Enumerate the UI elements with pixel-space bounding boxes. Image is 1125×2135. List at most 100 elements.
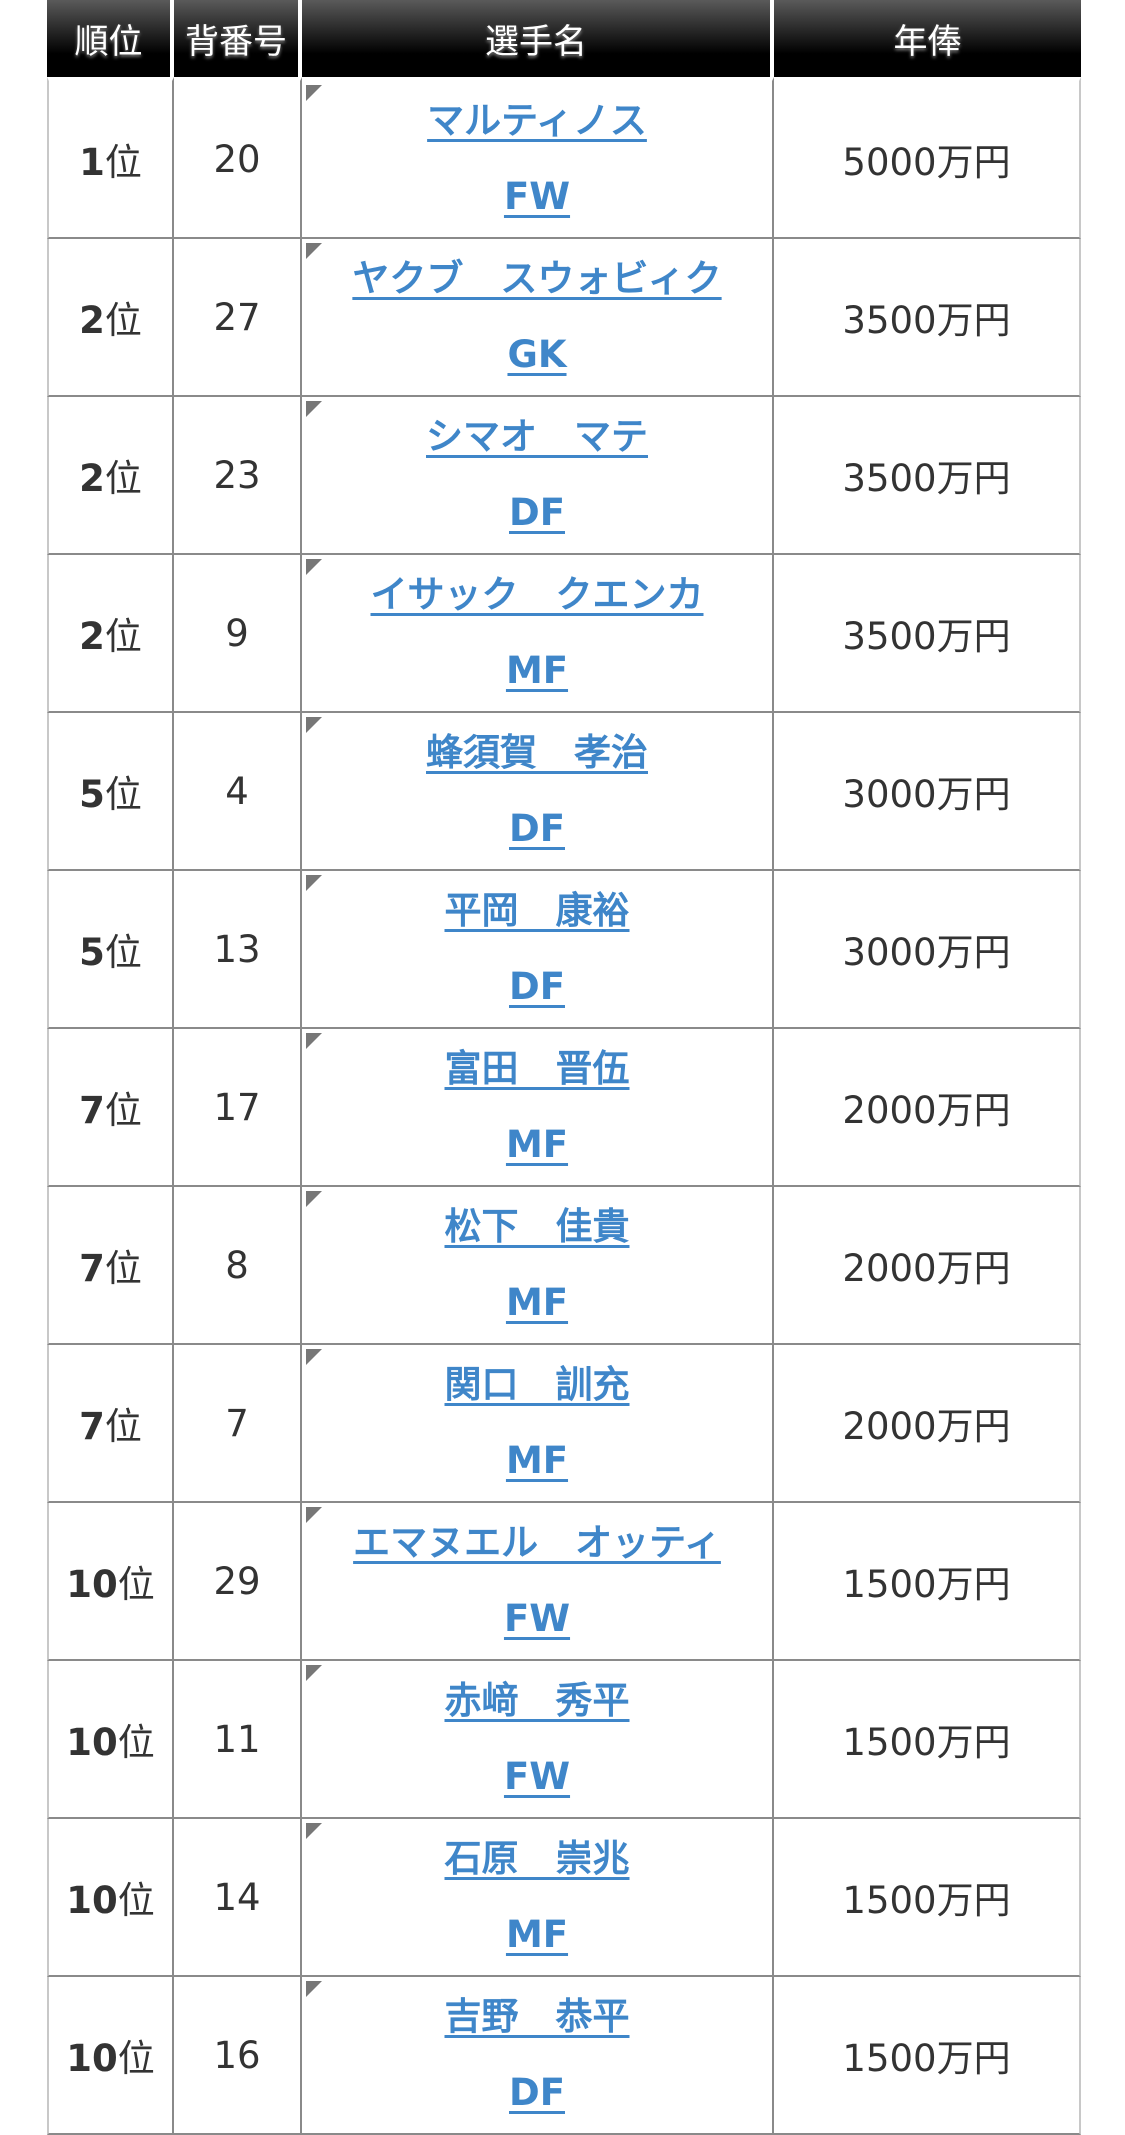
corner-triangle-icon [306,401,322,417]
player-position-link[interactable]: GK [507,333,567,376]
player-cell: エマヌエル オッティ FW [302,1503,774,1661]
number-cell: 13 [174,871,302,1029]
player-cell: 蜂須賀 孝治 DF [302,713,774,871]
player-name-link[interactable]: 蜂須賀 孝治 [426,731,648,774]
player-name-link[interactable]: 石原 崇兆 [444,1837,630,1880]
rank-suffix: 位 [104,1247,142,1290]
rank-suffix: 位 [117,2037,155,2080]
rank-number: 10 [66,1721,118,1764]
player-name-link[interactable]: 関口 訓充 [444,1363,630,1406]
player-position-link[interactable]: MF [505,1913,569,1956]
rank-number: 2 [79,299,105,342]
player-position-link[interactable]: FW [503,175,571,218]
player-cell: イサック クエンカ MF [302,555,774,713]
player-name-link[interactable]: 富田 晋伍 [444,1047,630,1090]
salary-cell: 5000万円 [774,77,1081,239]
rank-number: 2 [79,615,105,658]
player-position-link[interactable]: DF [509,2071,565,2114]
table-row: 5位 4 蜂須賀 孝治 DF 3000万円 [47,713,1081,871]
number-cell: 4 [174,713,302,871]
player-position-link[interactable]: FW [503,1755,571,1798]
player-name-link[interactable]: イサック クエンカ [370,573,704,616]
rank-number: 5 [79,773,105,816]
corner-triangle-icon [306,1507,322,1523]
corner-triangle-icon [306,1191,322,1207]
player-name-link[interactable]: 平岡 康裕 [444,889,630,932]
rank-number: 7 [79,1089,105,1132]
corner-triangle-icon [306,1033,322,1049]
rank-suffix: 位 [104,457,142,500]
rank-suffix: 位 [117,1563,155,1606]
number-cell: 8 [174,1187,302,1345]
rank-suffix: 位 [104,615,142,658]
header-player-name: 選手名 [302,0,774,77]
salary-cell: 2000万円 [774,1029,1081,1187]
corner-triangle-icon [306,559,322,575]
corner-triangle-icon [306,1349,322,1365]
table-row: 5位 13 平岡 康裕 DF 3000万円 [47,871,1081,1029]
player-position-link[interactable]: DF [509,965,565,1008]
rank-cell: 5位 [47,871,174,1029]
salary-cell: 1500万円 [774,1661,1081,1819]
player-position-link[interactable]: MF [505,1439,569,1482]
rank-cell: 2位 [47,397,174,555]
player-name-link[interactable]: 松下 佳貴 [444,1205,630,1248]
salary-cell: 3000万円 [774,871,1081,1029]
rank-suffix: 位 [117,1879,155,1922]
player-position-link[interactable]: MF [505,649,569,692]
rank-cell: 5位 [47,713,174,871]
rank-suffix: 位 [104,1405,142,1448]
player-name-link[interactable]: 赤﨑 秀平 [444,1679,630,1722]
rank-number: 10 [66,2037,118,2080]
player-name-link[interactable]: ヤクブ スウォビィク [352,257,722,300]
rank-suffix: 位 [104,773,142,816]
player-cell: 関口 訓充 MF [302,1345,774,1503]
number-cell: 20 [174,77,302,239]
salary-cell: 1500万円 [774,1977,1081,2135]
player-position-link[interactable]: DF [509,491,565,534]
corner-triangle-icon [306,1823,322,1839]
salary-cell: 2000万円 [774,1345,1081,1503]
player-position-link[interactable]: MF [505,1123,569,1166]
rank-number: 1 [79,141,105,184]
table-row: 10位 14 石原 崇兆 MF 1500万円 [47,1819,1081,1977]
player-cell: ヤクブ スウォビィク GK [302,239,774,397]
rank-number: 7 [79,1247,105,1290]
rank-cell: 2位 [47,239,174,397]
number-cell: 23 [174,397,302,555]
rank-number: 10 [66,1879,118,1922]
rank-suffix: 位 [104,931,142,974]
player-name-link[interactable]: 吉野 恭平 [444,1995,630,2038]
rank-cell: 10位 [47,1503,174,1661]
salary-cell: 1500万円 [774,1503,1081,1661]
player-position-link[interactable]: FW [503,1597,571,1640]
player-name-link[interactable]: エマヌエル オッティ [353,1521,721,1564]
rank-number: 2 [79,457,105,500]
player-position-link[interactable]: DF [509,807,565,850]
player-cell: 富田 晋伍 MF [302,1029,774,1187]
salary-cell: 3500万円 [774,239,1081,397]
table-row: 10位 29 エマヌエル オッティ FW 1500万円 [47,1503,1081,1661]
player-name-link[interactable]: シマオ マテ [426,415,648,458]
rank-cell: 10位 [47,1977,174,2135]
number-cell: 27 [174,239,302,397]
player-position-link[interactable]: MF [505,1281,569,1324]
number-cell: 9 [174,555,302,713]
corner-triangle-icon [306,85,322,101]
rank-cell: 7位 [47,1187,174,1345]
table-row: 10位 16 吉野 恭平 DF 1500万円 [47,1977,1081,2135]
corner-triangle-icon [306,717,322,733]
header-rank: 順位 [47,0,174,77]
table-header: 順位 背番号 選手名 年俸 [47,0,1081,77]
salary-cell: 2000万円 [774,1187,1081,1345]
table-row: 2位 27 ヤクブ スウォビィク GK 3500万円 [47,239,1081,397]
salary-cell: 3500万円 [774,555,1081,713]
rank-suffix: 位 [104,141,142,184]
rank-number: 10 [66,1563,118,1606]
rank-cell: 1位 [47,77,174,239]
player-name-link[interactable]: マルティノス [427,99,647,142]
table-row: 2位 9 イサック クエンカ MF 3500万円 [47,555,1081,713]
rank-cell: 7位 [47,1345,174,1503]
rank-number: 5 [79,931,105,974]
salary-cell: 3500万円 [774,397,1081,555]
